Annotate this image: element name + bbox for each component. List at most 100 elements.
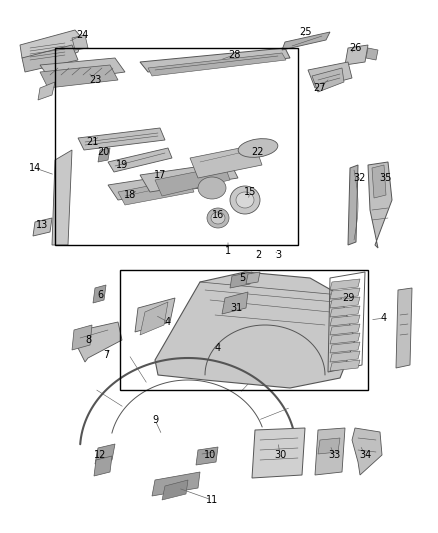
Polygon shape [372,165,386,198]
Polygon shape [330,297,360,308]
Polygon shape [95,444,115,464]
Polygon shape [22,45,78,72]
Polygon shape [20,30,82,62]
Text: 33: 33 [328,450,340,460]
Polygon shape [348,165,358,245]
Text: 25: 25 [300,27,312,37]
Polygon shape [368,162,392,248]
Bar [55,48,298,245]
Text: 4: 4 [381,313,387,323]
Text: 22: 22 [252,147,264,157]
Ellipse shape [230,186,260,214]
Polygon shape [38,82,55,100]
Polygon shape [40,65,118,88]
Text: 32: 32 [354,173,366,183]
Text: 18: 18 [124,190,136,200]
Text: 26: 26 [349,43,361,53]
Polygon shape [252,428,305,478]
Polygon shape [140,162,238,192]
Text: 12: 12 [94,450,106,460]
Polygon shape [72,325,92,350]
Polygon shape [94,456,112,476]
Polygon shape [330,306,360,317]
Polygon shape [352,428,382,475]
Polygon shape [196,447,218,465]
Polygon shape [140,48,290,72]
Text: 10: 10 [204,450,216,460]
Polygon shape [246,272,260,284]
Text: 13: 13 [36,220,48,230]
Polygon shape [72,35,88,50]
Polygon shape [33,218,52,236]
Text: 3: 3 [275,250,281,260]
Text: 19: 19 [116,160,128,170]
Polygon shape [108,148,172,172]
Bar [120,270,368,390]
Text: 15: 15 [244,187,256,197]
Polygon shape [155,272,355,388]
Text: 16: 16 [212,210,224,220]
Polygon shape [78,322,122,362]
Polygon shape [330,288,360,299]
Polygon shape [282,32,330,50]
Polygon shape [135,298,175,332]
Text: 9: 9 [152,415,158,425]
Text: 23: 23 [89,75,101,85]
Text: 30: 30 [274,450,286,460]
Polygon shape [222,292,248,314]
Ellipse shape [198,177,226,199]
Polygon shape [396,288,412,368]
Polygon shape [162,480,188,500]
Text: 34: 34 [359,450,371,460]
Polygon shape [312,68,344,92]
Polygon shape [52,150,72,245]
Polygon shape [330,342,360,353]
Polygon shape [78,128,165,150]
Polygon shape [330,315,360,326]
Polygon shape [98,148,110,162]
Text: 14: 14 [29,163,41,173]
Ellipse shape [211,212,225,224]
Polygon shape [148,53,286,76]
Text: 6: 6 [97,290,103,300]
Polygon shape [330,324,360,335]
Text: 20: 20 [97,147,109,157]
Text: 8: 8 [85,335,91,345]
Polygon shape [308,62,352,88]
Text: 4: 4 [215,343,221,353]
Text: 29: 29 [342,293,354,303]
Polygon shape [108,172,200,200]
Polygon shape [155,166,230,196]
Text: 35: 35 [379,173,391,183]
Polygon shape [318,438,340,454]
Text: 21: 21 [86,137,98,147]
Polygon shape [118,178,194,205]
Text: 2: 2 [255,250,261,260]
Text: 17: 17 [154,170,166,180]
Polygon shape [330,360,360,371]
Polygon shape [152,472,200,496]
Text: 5: 5 [239,273,245,283]
Polygon shape [140,302,168,335]
Polygon shape [330,279,360,290]
Polygon shape [315,428,345,475]
Text: 11: 11 [206,495,218,505]
Polygon shape [230,272,252,288]
Text: 7: 7 [103,350,109,360]
Ellipse shape [238,139,278,157]
Text: 27: 27 [314,83,326,93]
Text: 1: 1 [225,246,231,256]
Polygon shape [40,58,125,82]
Polygon shape [366,48,378,60]
Text: 24: 24 [76,30,88,40]
Ellipse shape [207,208,229,228]
Polygon shape [330,333,360,344]
Polygon shape [93,285,106,303]
Polygon shape [345,45,368,65]
Text: 4: 4 [165,317,171,327]
Text: 31: 31 [230,303,242,313]
Text: 28: 28 [228,50,240,60]
Polygon shape [190,145,262,178]
Ellipse shape [236,192,254,208]
Polygon shape [330,351,360,362]
